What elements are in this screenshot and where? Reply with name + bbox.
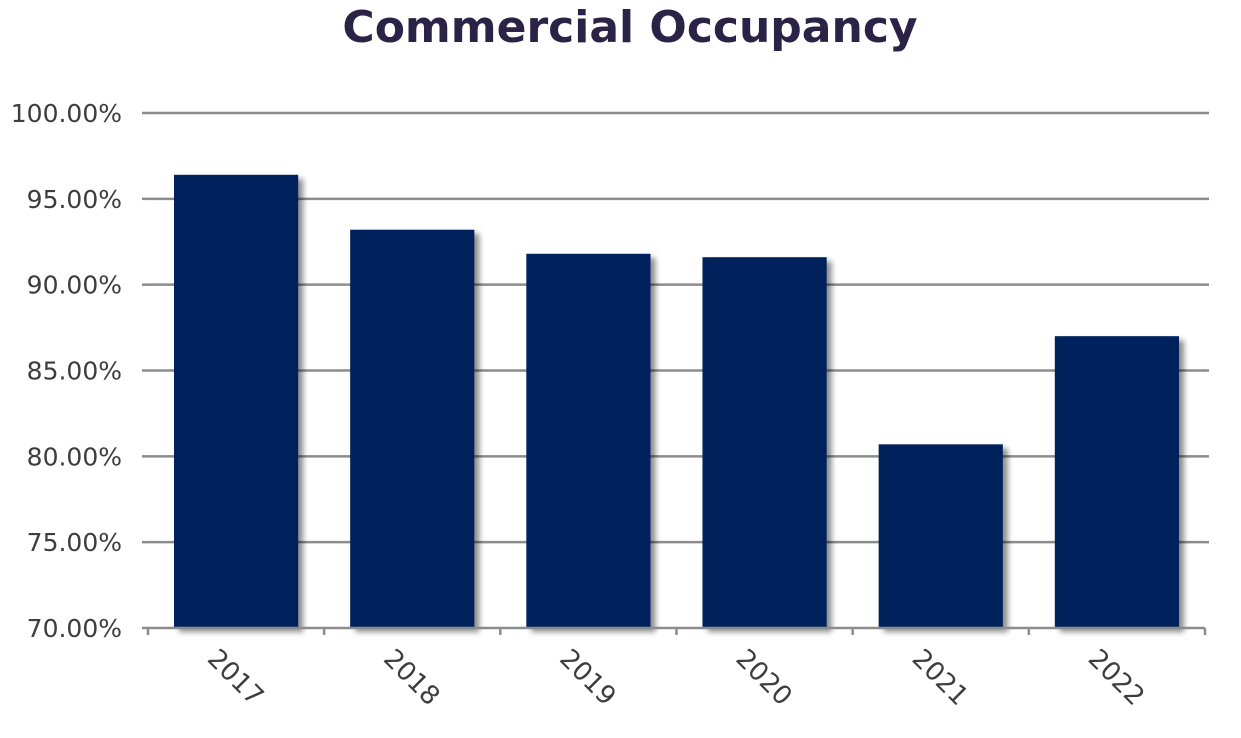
y-tick-label: 85.00% — [27, 357, 122, 386]
gridlines — [142, 111, 1209, 630]
y-tick-label: 70.00% — [27, 614, 122, 643]
x-tick-label: 2019 — [553, 644, 621, 712]
y-tick-label: 90.00% — [27, 271, 122, 300]
y-tick-label: 80.00% — [27, 442, 122, 471]
x-axis-tick-labels: 2017 2018 2019 2020 2021 2022 — [201, 644, 1150, 712]
bar-2020 — [702, 257, 827, 628]
chart-title: Commercial Occupancy — [342, 2, 918, 53]
x-tick-label: 2021 — [906, 644, 974, 712]
y-tick-label: 75.00% — [27, 528, 122, 557]
x-tick-label: 2017 — [201, 644, 269, 712]
x-tick-label: 2020 — [730, 644, 798, 712]
y-axis-tick-labels: 70.00% 75.00% 80.00% 85.00% 90.00% 95.00% 100.… — [11, 99, 122, 643]
bar-2021 — [878, 444, 1003, 628]
bars — [173, 174, 1180, 629]
x-axis — [146, 626, 1207, 635]
bar-2017 — [173, 174, 299, 629]
y-tick-label: 95.00% — [27, 185, 122, 214]
bar-2019 — [526, 253, 651, 628]
bar-2018 — [350, 229, 475, 628]
x-tick-label: 2018 — [377, 644, 445, 712]
x-tick-label: 2022 — [1082, 644, 1150, 712]
y-tick-label: 100.00% — [11, 99, 122, 128]
bar-2022 — [1054, 336, 1180, 628]
